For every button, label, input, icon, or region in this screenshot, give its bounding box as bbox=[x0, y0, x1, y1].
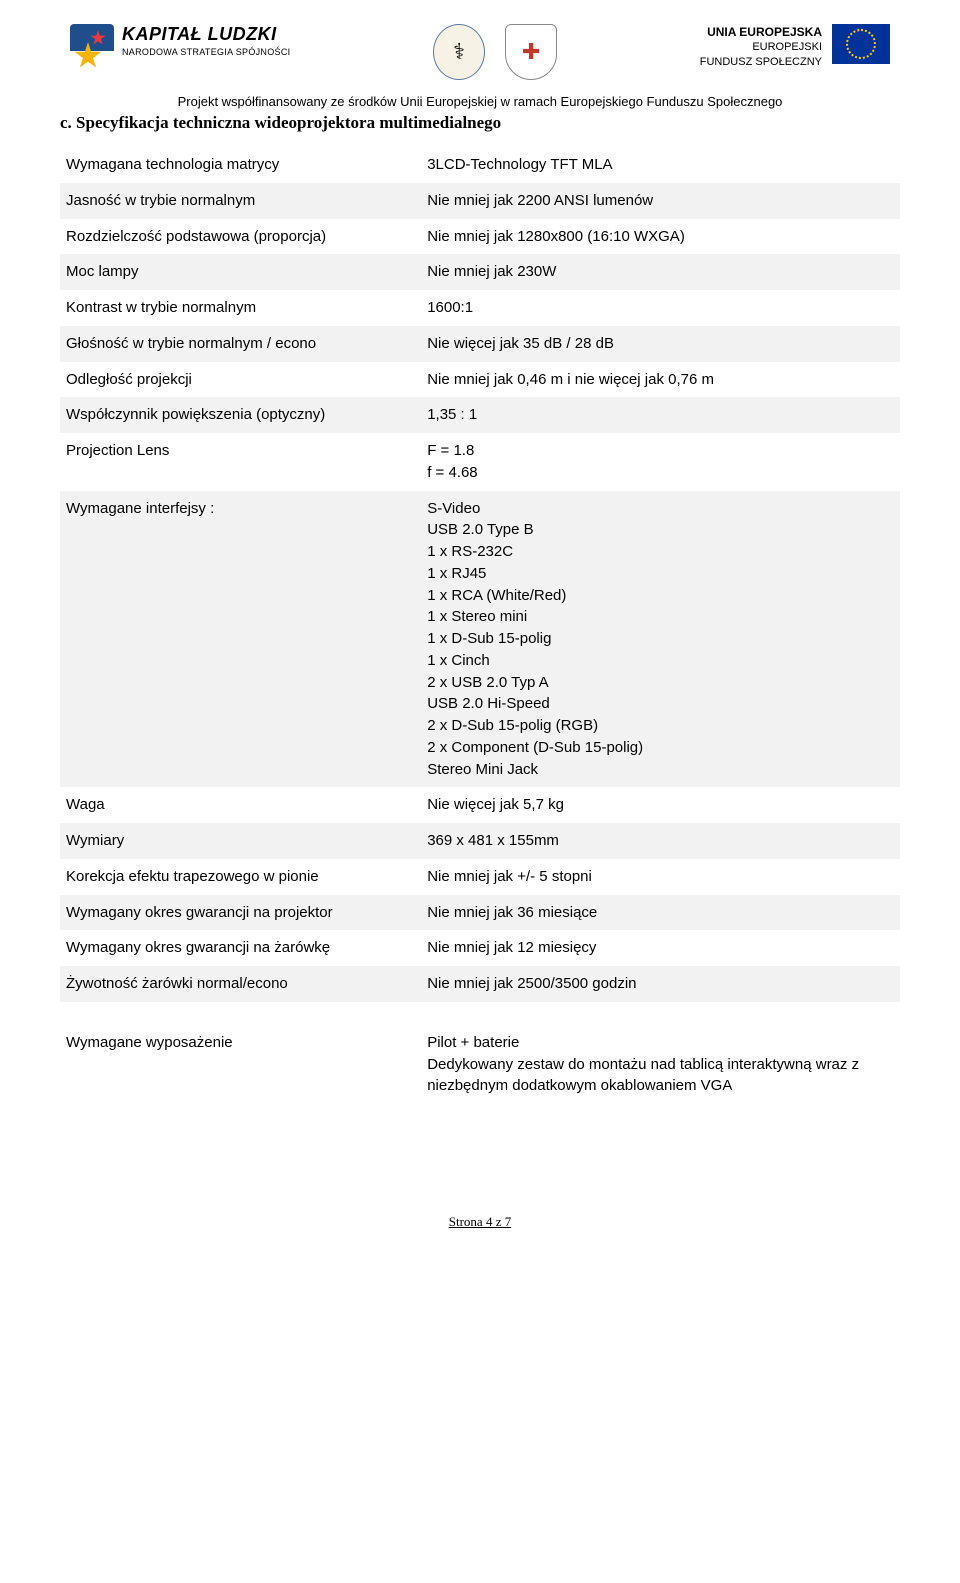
kapital-line1: KAPITAŁ LUDZKI bbox=[122, 24, 290, 45]
spec-value: Nie mniej jak 1280x800 (16:10 WXGA) bbox=[421, 219, 900, 255]
table-row: Wymagane interfejsy :S-Video USB 2.0 Typ… bbox=[60, 491, 900, 788]
crest-icon-2: ✚ bbox=[505, 24, 557, 80]
spec-value: Nie mniej jak 2500/3500 godzin bbox=[421, 966, 900, 1002]
spec-label: Wymagana technologia matrycy bbox=[60, 147, 421, 183]
eu-line1: UNIA EUROPEJSKA bbox=[700, 24, 822, 40]
table-row: Odległość projekcjiNie mniej jak 0,46 m … bbox=[60, 362, 900, 398]
logos-row: KAPITAŁ LUDZKI NARODOWA STRATEGIA SPÓJNO… bbox=[60, 24, 900, 90]
spec-label: Współczynnik powiększenia (optyczny) bbox=[60, 397, 421, 433]
spec-label: Wymiary bbox=[60, 823, 421, 859]
spec-label: Jasność w trybie normalnym bbox=[60, 183, 421, 219]
eu-line3: FUNDUSZ SPOŁECZNY bbox=[700, 55, 822, 70]
funding-line: Projekt współfinansowany ze środków Unii… bbox=[60, 94, 900, 109]
spec-value: 3LCD-Technology TFT MLA bbox=[421, 147, 900, 183]
spec-value: Nie mniej jak 0,46 m i nie więcej jak 0,… bbox=[421, 362, 900, 398]
spec-label: Wymagany okres gwarancji na żarówkę bbox=[60, 930, 421, 966]
section-title: c. Specyfikacja techniczna wideoprojekto… bbox=[60, 113, 900, 133]
spec-value: 369 x 481 x 155mm bbox=[421, 823, 900, 859]
table-row: Korekcja efektu trapezowego w pionieNie … bbox=[60, 859, 900, 895]
spec-table-body: Wymagana technologia matrycy3LCD-Technol… bbox=[60, 147, 900, 1104]
spec-label: Żywotność żarówki normal/econo bbox=[60, 966, 421, 1002]
spec-label: Projection Lens bbox=[60, 433, 421, 491]
eu-line2: EUROPEJSKI bbox=[700, 40, 822, 55]
spec-label: Rozdzielczość podstawowa (proporcja) bbox=[60, 219, 421, 255]
table-row: Projection LensF = 1.8 f = 4.68 bbox=[60, 433, 900, 491]
spec-label: Wymagane wyposażenie bbox=[60, 1002, 421, 1104]
kapital-star-icon bbox=[70, 24, 114, 78]
spec-value: Nie mniej jak 230W bbox=[421, 254, 900, 290]
spec-value: Nie mniej jak 2200 ANSI lumenów bbox=[421, 183, 900, 219]
spec-value: F = 1.8 f = 4.68 bbox=[421, 433, 900, 491]
eu-text-block: UNIA EUROPEJSKA EUROPEJSKI FUNDUSZ SPOŁE… bbox=[700, 24, 822, 70]
page-container: KAPITAŁ LUDZKI NARODOWA STRATEGIA SPÓJNO… bbox=[0, 0, 960, 1270]
spec-label: Odległość projekcji bbox=[60, 362, 421, 398]
spec-label: Kontrast w trybie normalnym bbox=[60, 290, 421, 326]
spec-value: Pilot + baterie Dedykowany zestaw do mon… bbox=[421, 1002, 900, 1104]
logo-kapital-ludzki: KAPITAŁ LUDZKI NARODOWA STRATEGIA SPÓJNO… bbox=[70, 24, 290, 78]
logo-eu: UNIA EUROPEJSKA EUROPEJSKI FUNDUSZ SPOŁE… bbox=[700, 24, 890, 70]
table-row: Współczynnik powiększenia (optyczny)1,35… bbox=[60, 397, 900, 433]
kapital-text: KAPITAŁ LUDZKI NARODOWA STRATEGIA SPÓJNO… bbox=[122, 24, 290, 57]
table-row: Wymagane wyposażeniePilot + baterie Dedy… bbox=[60, 1002, 900, 1104]
spec-table: Wymagana technologia matrycy3LCD-Technol… bbox=[60, 147, 900, 1104]
spec-value: 1,35 : 1 bbox=[421, 397, 900, 433]
crest-icon-1: ⚕ bbox=[433, 24, 485, 80]
spec-value: S-Video USB 2.0 Type B 1 x RS-232C 1 x R… bbox=[421, 491, 900, 788]
spec-label: Głośność w trybie normalnym / econo bbox=[60, 326, 421, 362]
table-row: Wymiary369 x 481 x 155mm bbox=[60, 823, 900, 859]
spec-value: Nie mniej jak +/- 5 stopni bbox=[421, 859, 900, 895]
logo-center-crests: ⚕ ✚ bbox=[433, 24, 557, 80]
table-row: Jasność w trybie normalnymNie mniej jak … bbox=[60, 183, 900, 219]
table-row: Rozdzielczość podstawowa (proporcja)Nie … bbox=[60, 219, 900, 255]
spec-label: Wymagany okres gwarancji na projektor bbox=[60, 895, 421, 931]
spec-value: Nie mniej jak 12 miesięcy bbox=[421, 930, 900, 966]
spec-label: Wymagane interfejsy : bbox=[60, 491, 421, 788]
table-row: Kontrast w trybie normalnym1600:1 bbox=[60, 290, 900, 326]
spec-value: Nie więcej jak 5,7 kg bbox=[421, 787, 900, 823]
eu-flag-icon bbox=[832, 24, 890, 64]
kapital-line2: NARODOWA STRATEGIA SPÓJNOŚCI bbox=[122, 47, 290, 57]
spec-label: Waga bbox=[60, 787, 421, 823]
table-row: Głośność w trybie normalnym / econoNie w… bbox=[60, 326, 900, 362]
table-row: Moc lampyNie mniej jak 230W bbox=[60, 254, 900, 290]
table-row: Wymagana technologia matrycy3LCD-Technol… bbox=[60, 147, 900, 183]
spec-value: Nie więcej jak 35 dB / 28 dB bbox=[421, 326, 900, 362]
spec-label: Moc lampy bbox=[60, 254, 421, 290]
page-footer: Strona 4 z 7 bbox=[60, 1214, 900, 1230]
table-row: Żywotność żarówki normal/econoNie mniej … bbox=[60, 966, 900, 1002]
spec-value: 1600:1 bbox=[421, 290, 900, 326]
table-row: Wymagany okres gwarancji na projektorNie… bbox=[60, 895, 900, 931]
spec-value: Nie mniej jak 36 miesiące bbox=[421, 895, 900, 931]
spec-label: Korekcja efektu trapezowego w pionie bbox=[60, 859, 421, 895]
table-row: Wymagany okres gwarancji na żarówkęNie m… bbox=[60, 930, 900, 966]
table-row: WagaNie więcej jak 5,7 kg bbox=[60, 787, 900, 823]
